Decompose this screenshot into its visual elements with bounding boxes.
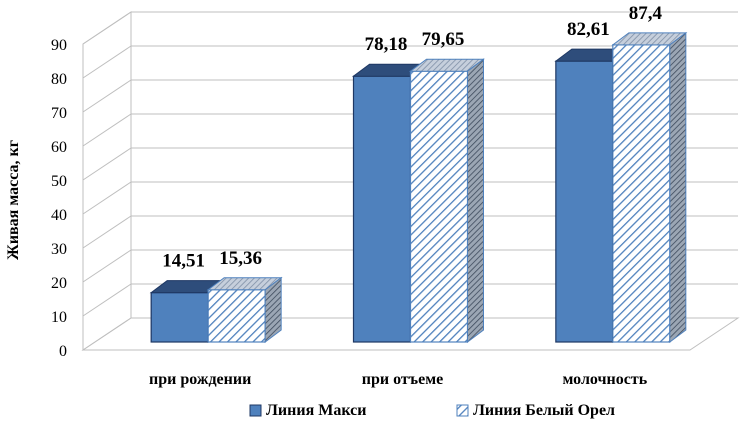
gridlines — [81, 11, 740, 351]
gridline — [82, 147, 738, 181]
legend-swatch-series-2 — [456, 404, 469, 417]
bar-2-3 — [611, 31, 688, 343]
y-tick-label: 30 — [51, 241, 67, 258]
data-label: 14,51 — [162, 251, 205, 272]
x-tick-label: при рождении — [149, 371, 251, 388]
y-tick-label: 0 — [59, 343, 67, 360]
side-wall — [82, 11, 132, 351]
x-tick-label: молочность — [562, 371, 647, 388]
bar-side — [669, 31, 687, 343]
bar-front — [352, 75, 412, 343]
y-tick-label: 40 — [51, 207, 67, 224]
y-tick-label: 90 — [51, 37, 67, 54]
y-tick-label: 10 — [51, 309, 67, 326]
bar-2-2 — [409, 58, 485, 343]
legend-swatch-series-1 — [249, 404, 262, 417]
y-axis-ticks: 0 10 20 30 40 50 60 70 80 90 — [51, 37, 67, 360]
bar-front — [612, 44, 671, 343]
bar-front — [555, 60, 614, 343]
bar-front — [409, 70, 469, 343]
bars — [149, 31, 688, 343]
gridline — [82, 45, 738, 79]
bar-side — [264, 276, 282, 343]
y-tick-label: 70 — [51, 105, 67, 122]
y-tick-label: 80 — [51, 71, 67, 88]
gridline — [82, 113, 738, 147]
gridline — [82, 11, 738, 45]
y-axis-label: Живая масса, кг — [5, 140, 22, 260]
gridline — [82, 79, 738, 113]
bar-2-1 — [206, 276, 283, 343]
data-label: 78,18 — [365, 34, 408, 55]
data-label: 82,61 — [567, 19, 610, 40]
bar-front — [150, 292, 209, 343]
data-label: 87,4 — [629, 3, 663, 24]
y-tick-label: 20 — [51, 275, 67, 292]
data-label: 79,65 — [422, 29, 465, 50]
bar-side — [467, 58, 484, 343]
x-tick-label: при отъеме — [362, 371, 443, 388]
gridline — [82, 181, 738, 215]
legend-label-series-2: Линия Белый Орел — [473, 402, 615, 419]
y-tick-label: 60 — [51, 139, 67, 156]
data-labels: 14,51 15,36 78,18 79,65 82,61 87,4 — [162, 3, 662, 272]
legend-label-series-1: Линия Макси — [266, 402, 366, 419]
y-tick-label: 50 — [51, 173, 67, 190]
gridline — [82, 283, 738, 317]
legend: Линия Макси Линия Белый Орел — [249, 402, 615, 419]
gridline — [82, 215, 738, 249]
gridline — [82, 249, 738, 283]
bar-front — [207, 289, 266, 343]
x-axis-categories: при рождении при отъеме молочность — [149, 371, 648, 388]
data-label: 15,36 — [219, 248, 262, 269]
floor — [81, 317, 740, 351]
